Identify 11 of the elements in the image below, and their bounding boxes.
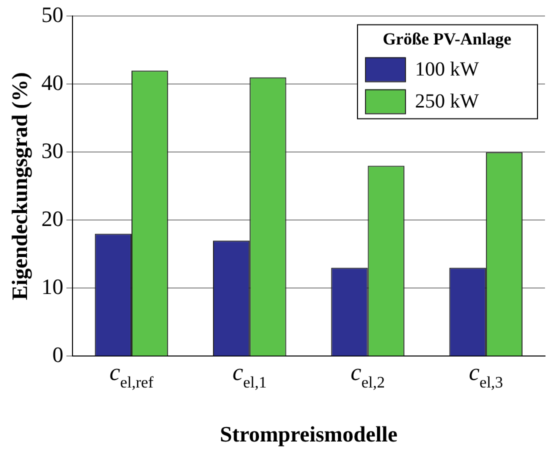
y-tick-label: 0 (52, 342, 64, 367)
x-axis-title: Strompreismodelle (220, 421, 398, 446)
y-tick-label: 40 (41, 70, 64, 95)
y-axis-title: Eigendeckungsgrad (%) (6, 72, 32, 300)
y-tick-label: 50 (41, 2, 64, 27)
y-tick-label: 20 (41, 206, 64, 231)
legend-label: 250 kW (415, 90, 479, 112)
y-tick-label: 10 (41, 274, 64, 299)
y-tick-label: 30 (41, 138, 64, 163)
legend-title: Größe PV-Anlage (382, 30, 512, 49)
legend-label: 100 kW (415, 58, 479, 80)
